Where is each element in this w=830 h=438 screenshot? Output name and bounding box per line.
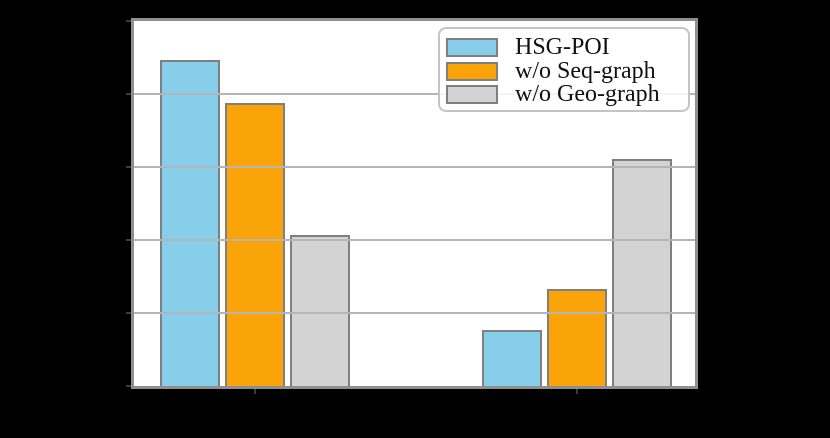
plot-area: HSG-POI w/o Seq-graph w/o Geo-graph [131, 18, 698, 389]
y-tick [126, 166, 131, 168]
bar-group2-w-o-seq-graph [547, 289, 607, 386]
x-tick [254, 389, 256, 394]
gridline [134, 239, 695, 241]
bar-group1-hsg-poi [160, 60, 220, 386]
bar-group1-w-o-seq-graph [225, 103, 285, 386]
legend-label-hsg-poi: HSG-POI [515, 34, 610, 61]
legend-label-wo-geo-graph: w/o Geo-graph [515, 81, 660, 108]
legend-swatch-wo-geo-graph [446, 85, 498, 105]
y-tick [126, 20, 131, 22]
y-tick [126, 239, 131, 241]
legend-swatch-hsg-poi [446, 38, 498, 58]
gridline [134, 93, 695, 95]
legend-swatch-wo-seq-graph [446, 61, 498, 81]
bar-group2-hsg-poi [482, 330, 542, 386]
bar-group1-w-o-geo-graph [290, 235, 350, 386]
legend-item-wo-seq-graph: w/o Seq-graph [446, 57, 688, 84]
x-tick [576, 389, 578, 394]
legend-item-hsg-poi: HSG-POI [446, 34, 688, 61]
legend-label-wo-seq-graph: w/o Seq-graph [515, 57, 656, 84]
y-tick [126, 385, 131, 387]
bar-group2-w-o-geo-graph [612, 159, 672, 386]
legend: HSG-POI w/o Seq-graph w/o Geo-graph [438, 27, 690, 112]
gridline [134, 312, 695, 314]
gridline [134, 166, 695, 168]
plot-inner: HSG-POI w/o Seq-graph w/o Geo-graph [134, 21, 695, 386]
legend-item-wo-geo-graph: w/o Geo-graph [446, 81, 688, 108]
y-tick [126, 93, 131, 95]
y-tick [126, 312, 131, 314]
